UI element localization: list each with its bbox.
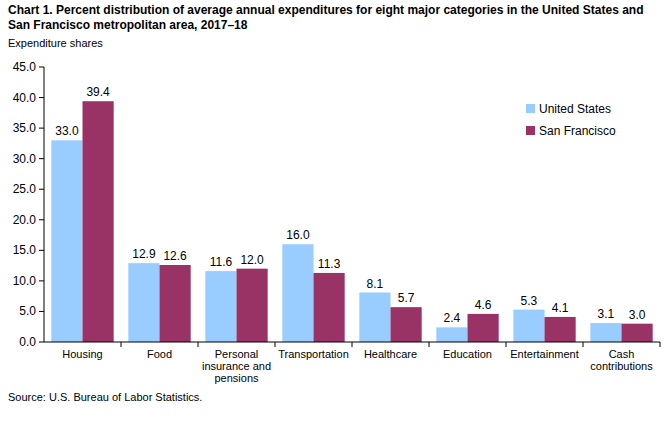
bar bbox=[83, 101, 114, 342]
x-tick bbox=[429, 342, 430, 347]
data-label: 4.1 bbox=[552, 301, 569, 315]
y-tick bbox=[39, 67, 44, 68]
x-tick-label: Housing bbox=[62, 348, 102, 360]
data-label: 12.9 bbox=[132, 247, 156, 261]
legend-label: United States bbox=[539, 102, 611, 116]
y-tick-label: 5.0 bbox=[19, 304, 36, 318]
data-labels: 33.0 12.9 11.6 16.0 8.1 2.4 5.3 3.1 39.4 12.6 12.0… bbox=[55, 85, 646, 325]
text-line: Personal bbox=[215, 348, 258, 360]
x-tick-label: Cashcontributions bbox=[590, 348, 653, 372]
bar bbox=[391, 307, 422, 342]
y-tick bbox=[39, 250, 44, 251]
bars bbox=[51, 101, 652, 342]
data-label: 3.0 bbox=[629, 308, 646, 322]
y-tick bbox=[39, 280, 44, 281]
y-tick-label: 30.0 bbox=[13, 152, 37, 166]
text-line: Chart 1. Percent distribution of average… bbox=[8, 3, 643, 17]
text-line: Entertainment bbox=[510, 348, 578, 360]
bar bbox=[282, 244, 313, 342]
y-tick bbox=[39, 128, 44, 129]
text-line: Cash bbox=[609, 348, 635, 360]
text-line: Education bbox=[443, 348, 492, 360]
y-tick-label: 15.0 bbox=[13, 243, 37, 257]
x-tick bbox=[198, 342, 199, 347]
source: Source: U.S. Bureau of Labor Statistics. bbox=[8, 391, 202, 403]
bar bbox=[513, 310, 544, 342]
text-line: Transportation bbox=[278, 348, 349, 360]
data-label: 5.7 bbox=[398, 291, 415, 305]
y-axis-line bbox=[44, 67, 45, 342]
y-tick-label: 20.0 bbox=[13, 213, 37, 227]
text-line: San Francisco metropolitan area, 2017–18 bbox=[8, 18, 248, 32]
x-tick-label: Entertainment bbox=[510, 348, 578, 360]
y-tick-label: 35.0 bbox=[13, 121, 37, 135]
y-tick-label: 0.0 bbox=[19, 335, 36, 349]
x-tick bbox=[121, 342, 122, 347]
x-tick-label: Education bbox=[443, 348, 492, 360]
data-label: 11.6 bbox=[210, 255, 233, 269]
x-tick bbox=[583, 342, 584, 347]
bar bbox=[590, 323, 621, 342]
chart: Chart 1. Percent distribution of average… bbox=[0, 0, 668, 423]
bar bbox=[622, 324, 653, 342]
y-tick bbox=[39, 311, 44, 312]
y-tick bbox=[39, 97, 44, 98]
data-label: 11.3 bbox=[318, 257, 341, 271]
text-line: Housing bbox=[62, 348, 102, 360]
y-tick-label: 40.0 bbox=[13, 91, 37, 105]
data-label: 5.3 bbox=[521, 294, 538, 308]
bar bbox=[359, 293, 390, 343]
x-tick bbox=[506, 342, 507, 347]
text-line: Food bbox=[147, 348, 172, 360]
bar bbox=[436, 327, 467, 342]
x-tick bbox=[275, 342, 276, 347]
data-label: 2.4 bbox=[444, 311, 461, 325]
data-label: 3.1 bbox=[598, 307, 615, 321]
x-tick bbox=[660, 342, 661, 347]
y-tick bbox=[39, 219, 44, 220]
bar bbox=[237, 269, 268, 342]
x-tick-label: Transportation bbox=[278, 348, 349, 360]
y-tick-label: 10.0 bbox=[13, 274, 37, 288]
y-axis-label: Expenditure shares bbox=[8, 37, 103, 49]
legend-swatch bbox=[526, 104, 535, 113]
text-line: insurance and bbox=[202, 360, 271, 372]
data-label: 33.0 bbox=[55, 124, 79, 138]
bar bbox=[468, 314, 499, 342]
title: Chart 1. Percent distribution of average… bbox=[8, 3, 643, 32]
x-tick bbox=[352, 342, 353, 347]
legend-label: San Francisco bbox=[539, 124, 616, 138]
data-label: 12.6 bbox=[163, 249, 187, 263]
text-line: pensions bbox=[214, 372, 259, 384]
data-label: 12.0 bbox=[240, 253, 264, 267]
bar bbox=[160, 265, 191, 342]
bar bbox=[314, 273, 345, 342]
data-label: 4.6 bbox=[475, 298, 492, 312]
y-tick bbox=[39, 158, 44, 159]
bar bbox=[545, 317, 576, 342]
bar bbox=[51, 140, 82, 342]
legend-swatch bbox=[526, 126, 535, 135]
data-label: 39.4 bbox=[86, 85, 110, 99]
y-tick bbox=[39, 189, 44, 190]
legend: United States San Francisco bbox=[526, 102, 616, 138]
text-line: contributions bbox=[590, 360, 653, 372]
y-tick-label: 45.0 bbox=[13, 60, 37, 74]
data-label: 8.1 bbox=[367, 277, 384, 291]
x-tick-label: Healthcare bbox=[364, 348, 417, 360]
text-line: Healthcare bbox=[364, 348, 417, 360]
y-tick bbox=[39, 342, 44, 343]
data-label: 16.0 bbox=[286, 228, 310, 242]
bar bbox=[128, 263, 159, 342]
y-tick-label: 25.0 bbox=[13, 182, 37, 196]
x-tick-label: Food bbox=[147, 348, 172, 360]
x-tick-label: Personalinsurance andpensions bbox=[202, 348, 271, 384]
bar bbox=[205, 271, 236, 342]
